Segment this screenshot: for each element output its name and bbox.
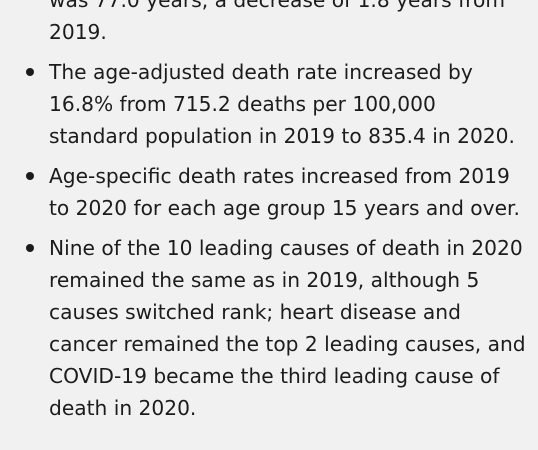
list-item: Age-specific death rates increased from … (0, 160, 538, 224)
bullet-icon (26, 172, 34, 180)
bullet-icon (26, 68, 34, 76)
continued-paragraph: was 77.0 years, a decrease of 1.8 years … (49, 0, 506, 44)
list-item: Nine of the 10 leading causes of death i… (0, 232, 538, 424)
list-item-text: Nine of the 10 leading causes of death i… (49, 236, 526, 420)
key-findings-list: The age-adjusted death rate increased by… (0, 56, 538, 424)
list-item-text: Age-specific death rates increased from … (49, 164, 520, 220)
list-item-text: The age-adjusted death rate increased by… (49, 60, 515, 148)
bullet-icon (26, 244, 34, 252)
list-item: The age-adjusted death rate increased by… (0, 56, 538, 152)
document-body: was 77.0 years, a decrease of 1.8 years … (0, 0, 538, 424)
